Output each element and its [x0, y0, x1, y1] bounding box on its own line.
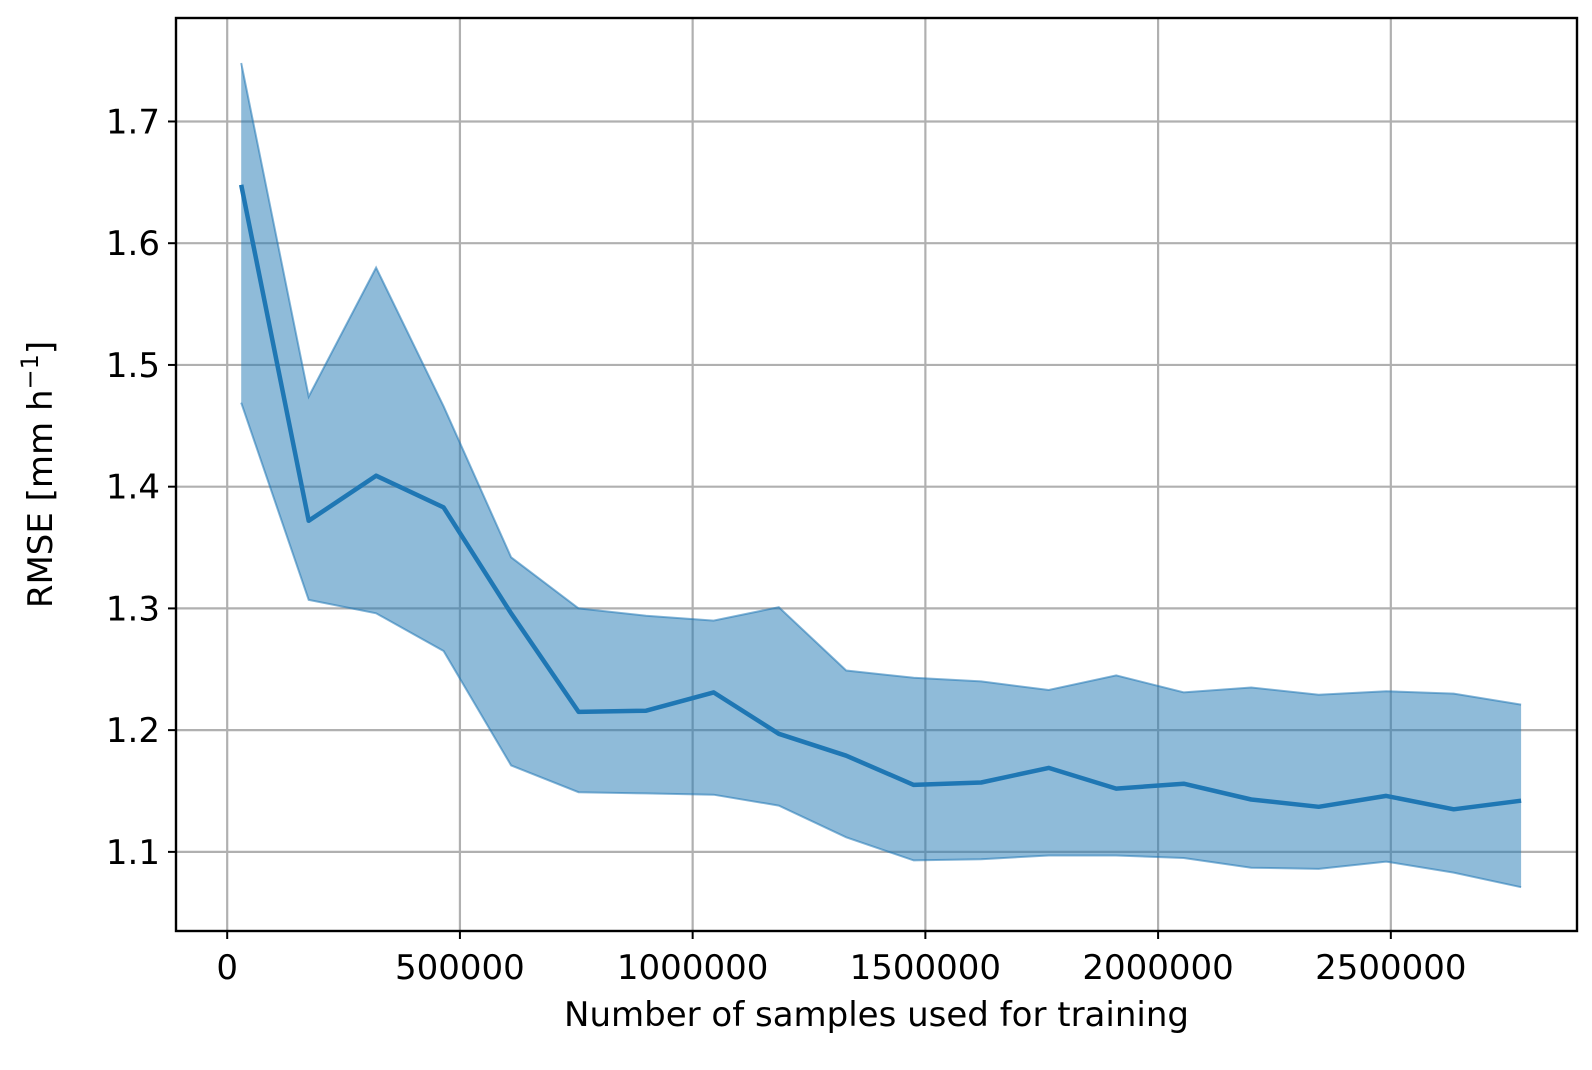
- x-axis-ticks: 0 500000 1000000 1500000 2000000 2500000: [216, 931, 1467, 988]
- y-tick-label: 1.7: [106, 102, 160, 142]
- y-tick-label: 1.5: [106, 346, 160, 386]
- y-tick-label: 1.1: [106, 833, 160, 873]
- x-tick-label: 500000: [395, 948, 525, 988]
- y-tick-label: 1.6: [106, 224, 160, 264]
- plot-frame: [174, 16, 1579, 933]
- band-lower-edge: [240, 402, 1522, 889]
- y-axis-title-end: ]: [21, 341, 61, 354]
- x-tick-label: 2500000: [1315, 948, 1466, 988]
- y-tick-label: 1.4: [106, 468, 160, 508]
- uncertainty-band: [241, 63, 1522, 888]
- y-axis-title-main: RMSE [mm h: [21, 389, 61, 608]
- y-tick-label: 1.2: [106, 711, 160, 751]
- y-axis-ticks: 1.1 1.2 1.3 1.4 1.5 1.6 1.7: [106, 102, 176, 873]
- x-tick-label: 0: [216, 948, 238, 988]
- x-tick-label: 1000000: [617, 948, 768, 988]
- x-tick-label: 1500000: [850, 948, 1001, 988]
- y-axis-title: RMSE [mm h−1]: [16, 341, 61, 608]
- y-tick-label: 1.3: [106, 589, 160, 629]
- y-axis-title-sup: −1: [16, 354, 44, 389]
- x-axis-title: Number of samples used for training: [564, 995, 1189, 1035]
- x-tick-label: 2000000: [1082, 948, 1233, 988]
- mean-line: [238, 184, 1522, 812]
- band-upper-edge: [240, 62, 1522, 706]
